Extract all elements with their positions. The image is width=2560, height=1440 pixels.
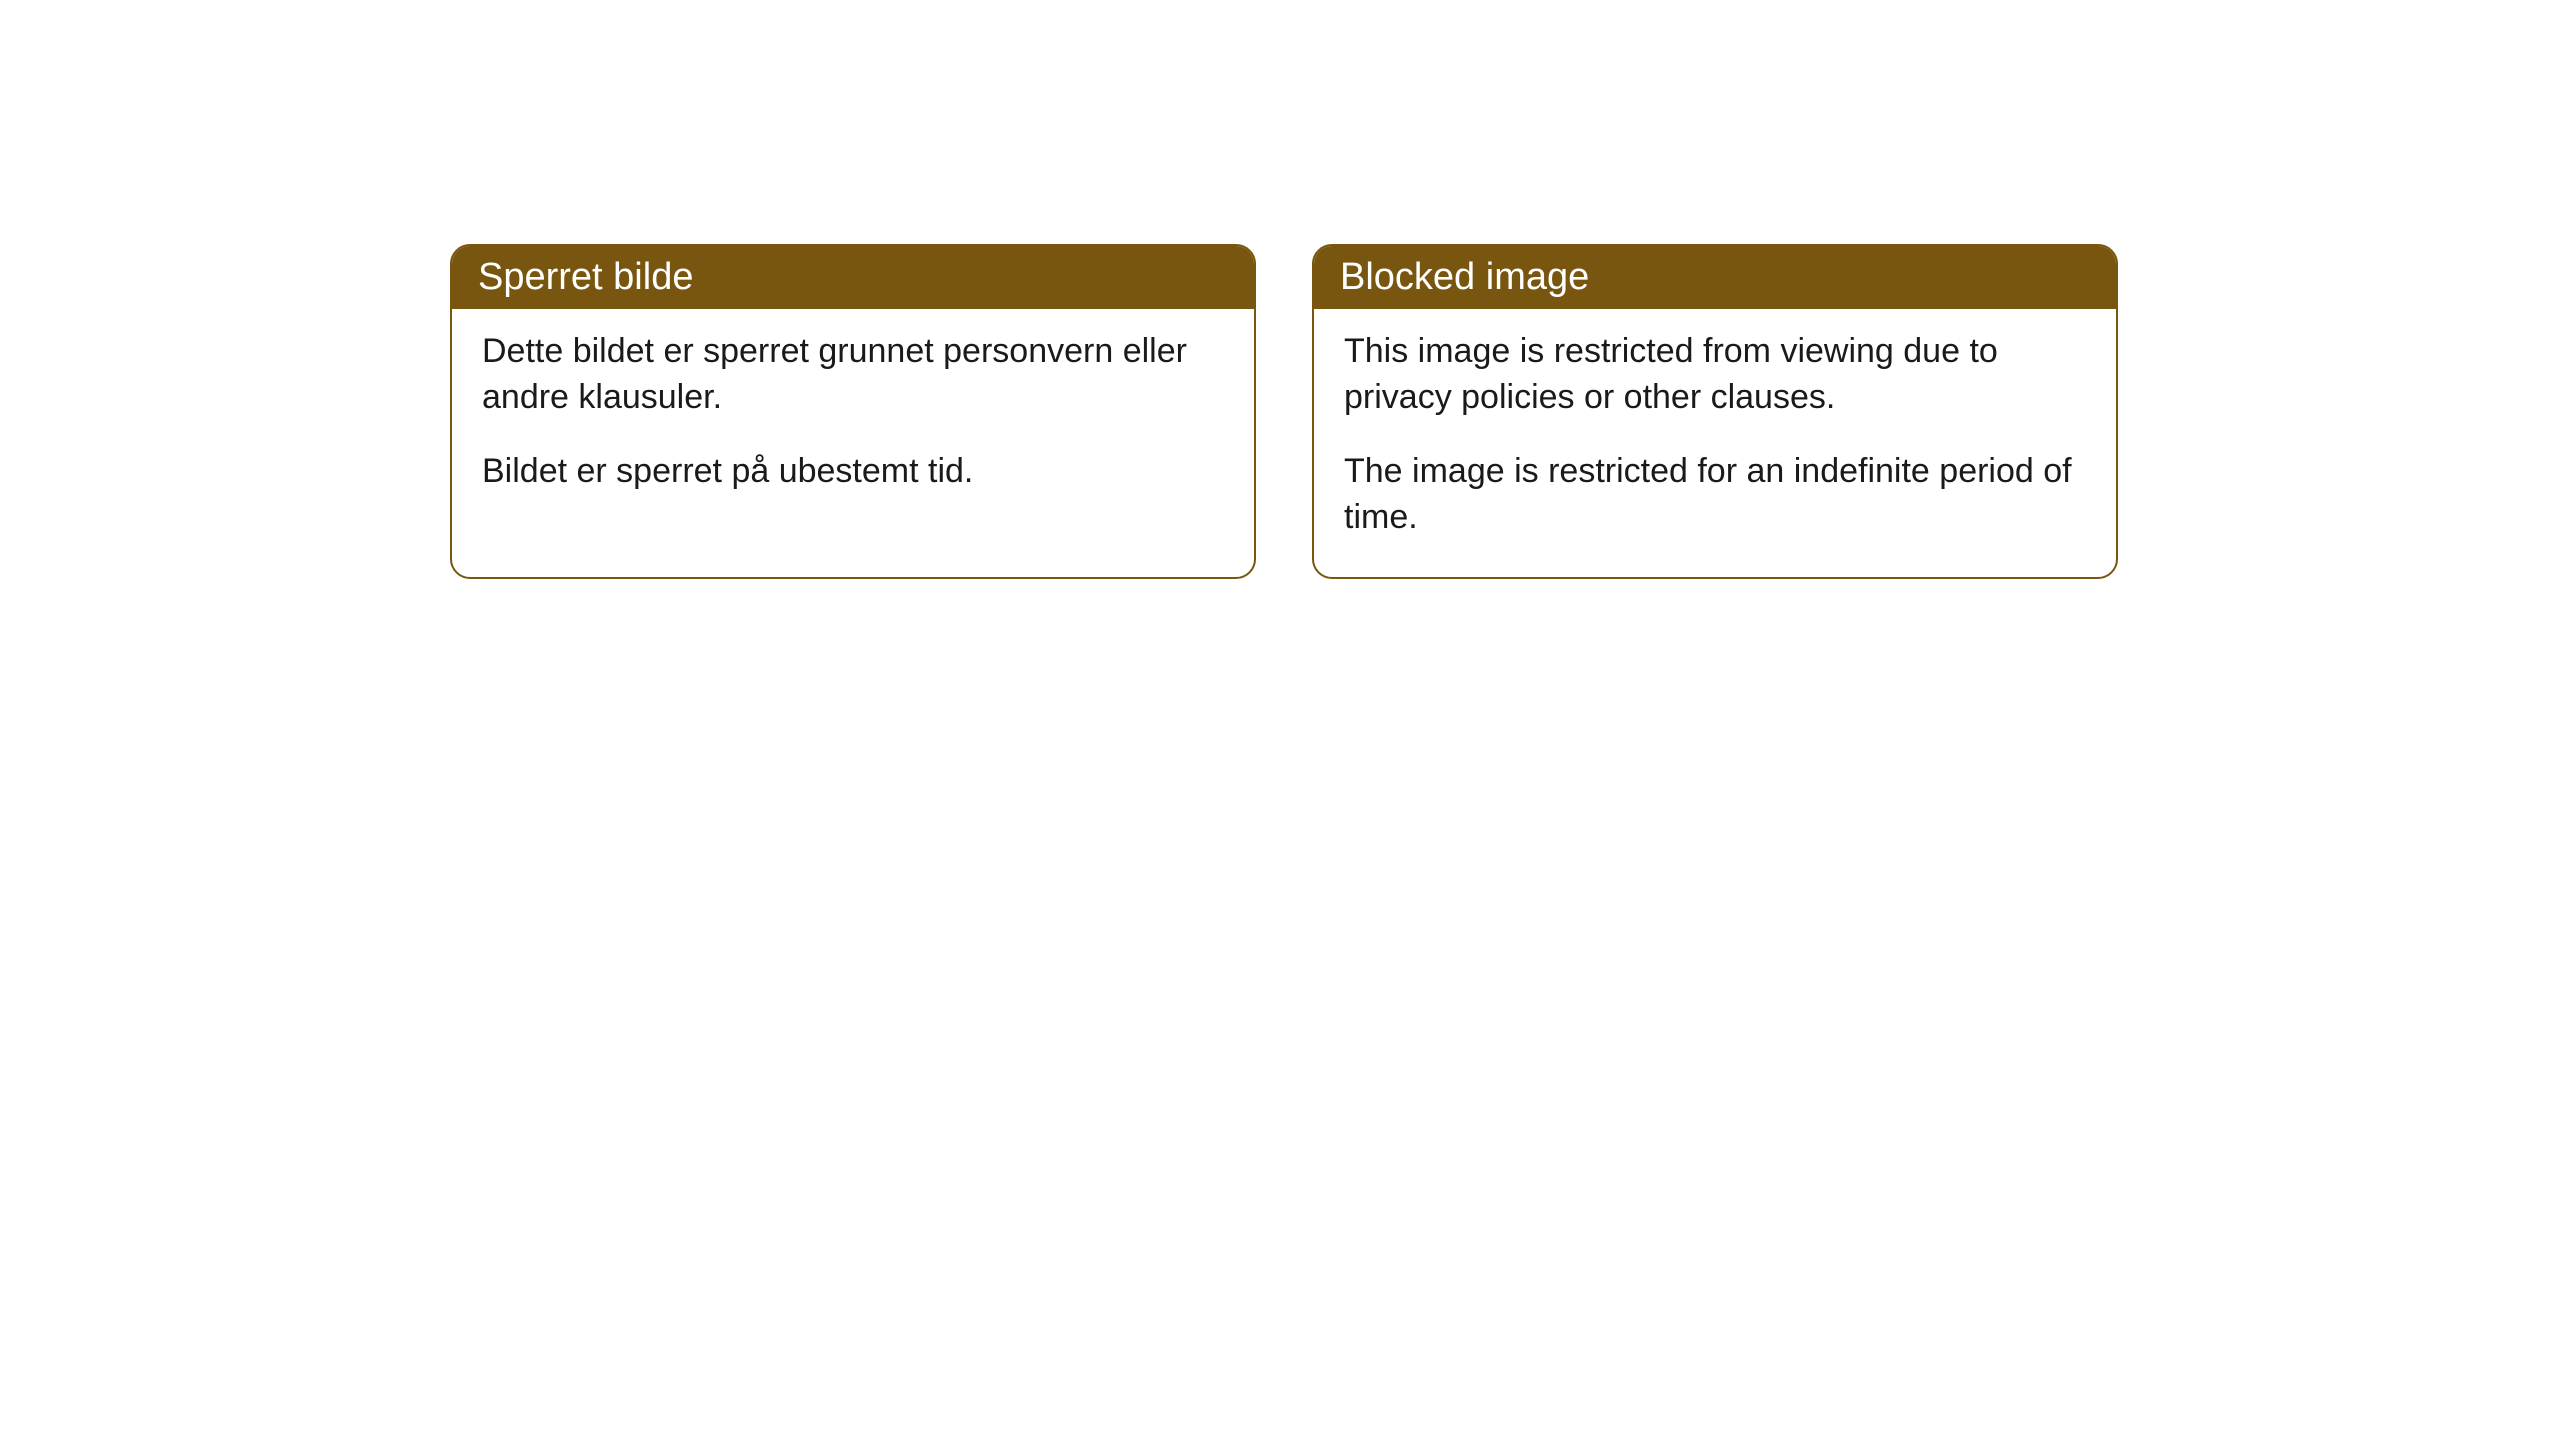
blocked-image-card-no: Sperret bilde Dette bildet er sperret gr…	[450, 244, 1256, 579]
card-paragraph: Dette bildet er sperret grunnet personve…	[482, 329, 1224, 421]
card-header: Blocked image	[1314, 246, 2116, 309]
card-body: This image is restricted from viewing du…	[1314, 309, 2116, 577]
card-title: Sperret bilde	[478, 256, 693, 298]
card-paragraph: Bildet er sperret på ubestemt tid.	[482, 449, 1224, 495]
card-title: Blocked image	[1340, 256, 1589, 298]
card-body: Dette bildet er sperret grunnet personve…	[452, 309, 1254, 531]
blocked-image-card-en: Blocked image This image is restricted f…	[1312, 244, 2118, 579]
card-header: Sperret bilde	[452, 246, 1254, 309]
card-paragraph: The image is restricted for an indefinit…	[1344, 449, 2086, 541]
cards-container: Sperret bilde Dette bildet er sperret gr…	[0, 0, 2560, 579]
card-paragraph: This image is restricted from viewing du…	[1344, 329, 2086, 421]
